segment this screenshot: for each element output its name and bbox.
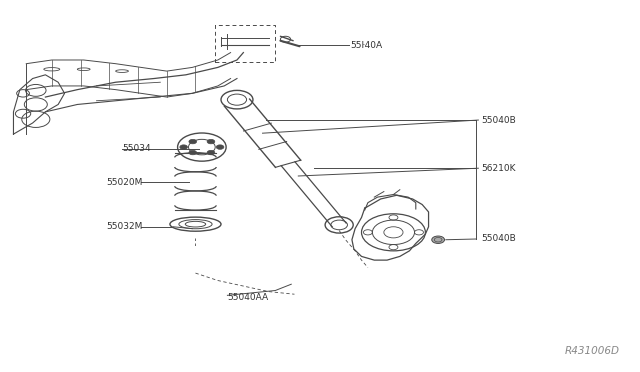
Circle shape: [216, 145, 224, 149]
Circle shape: [189, 150, 196, 155]
Text: 55ŀ40A: 55ŀ40A: [350, 41, 382, 50]
Circle shape: [432, 236, 445, 243]
Text: 55040B: 55040B: [481, 234, 516, 244]
Text: 55040B: 55040B: [481, 116, 516, 125]
Text: 56210K: 56210K: [481, 164, 515, 173]
Text: R431006D: R431006D: [565, 346, 620, 356]
Circle shape: [207, 140, 215, 144]
Text: 55020M: 55020M: [106, 178, 143, 187]
Text: 55040AA: 55040AA: [227, 293, 269, 302]
Circle shape: [189, 140, 196, 144]
Circle shape: [207, 150, 215, 155]
Circle shape: [180, 145, 188, 149]
Text: 55032M: 55032M: [106, 222, 143, 231]
Text: 55034: 55034: [122, 144, 150, 153]
